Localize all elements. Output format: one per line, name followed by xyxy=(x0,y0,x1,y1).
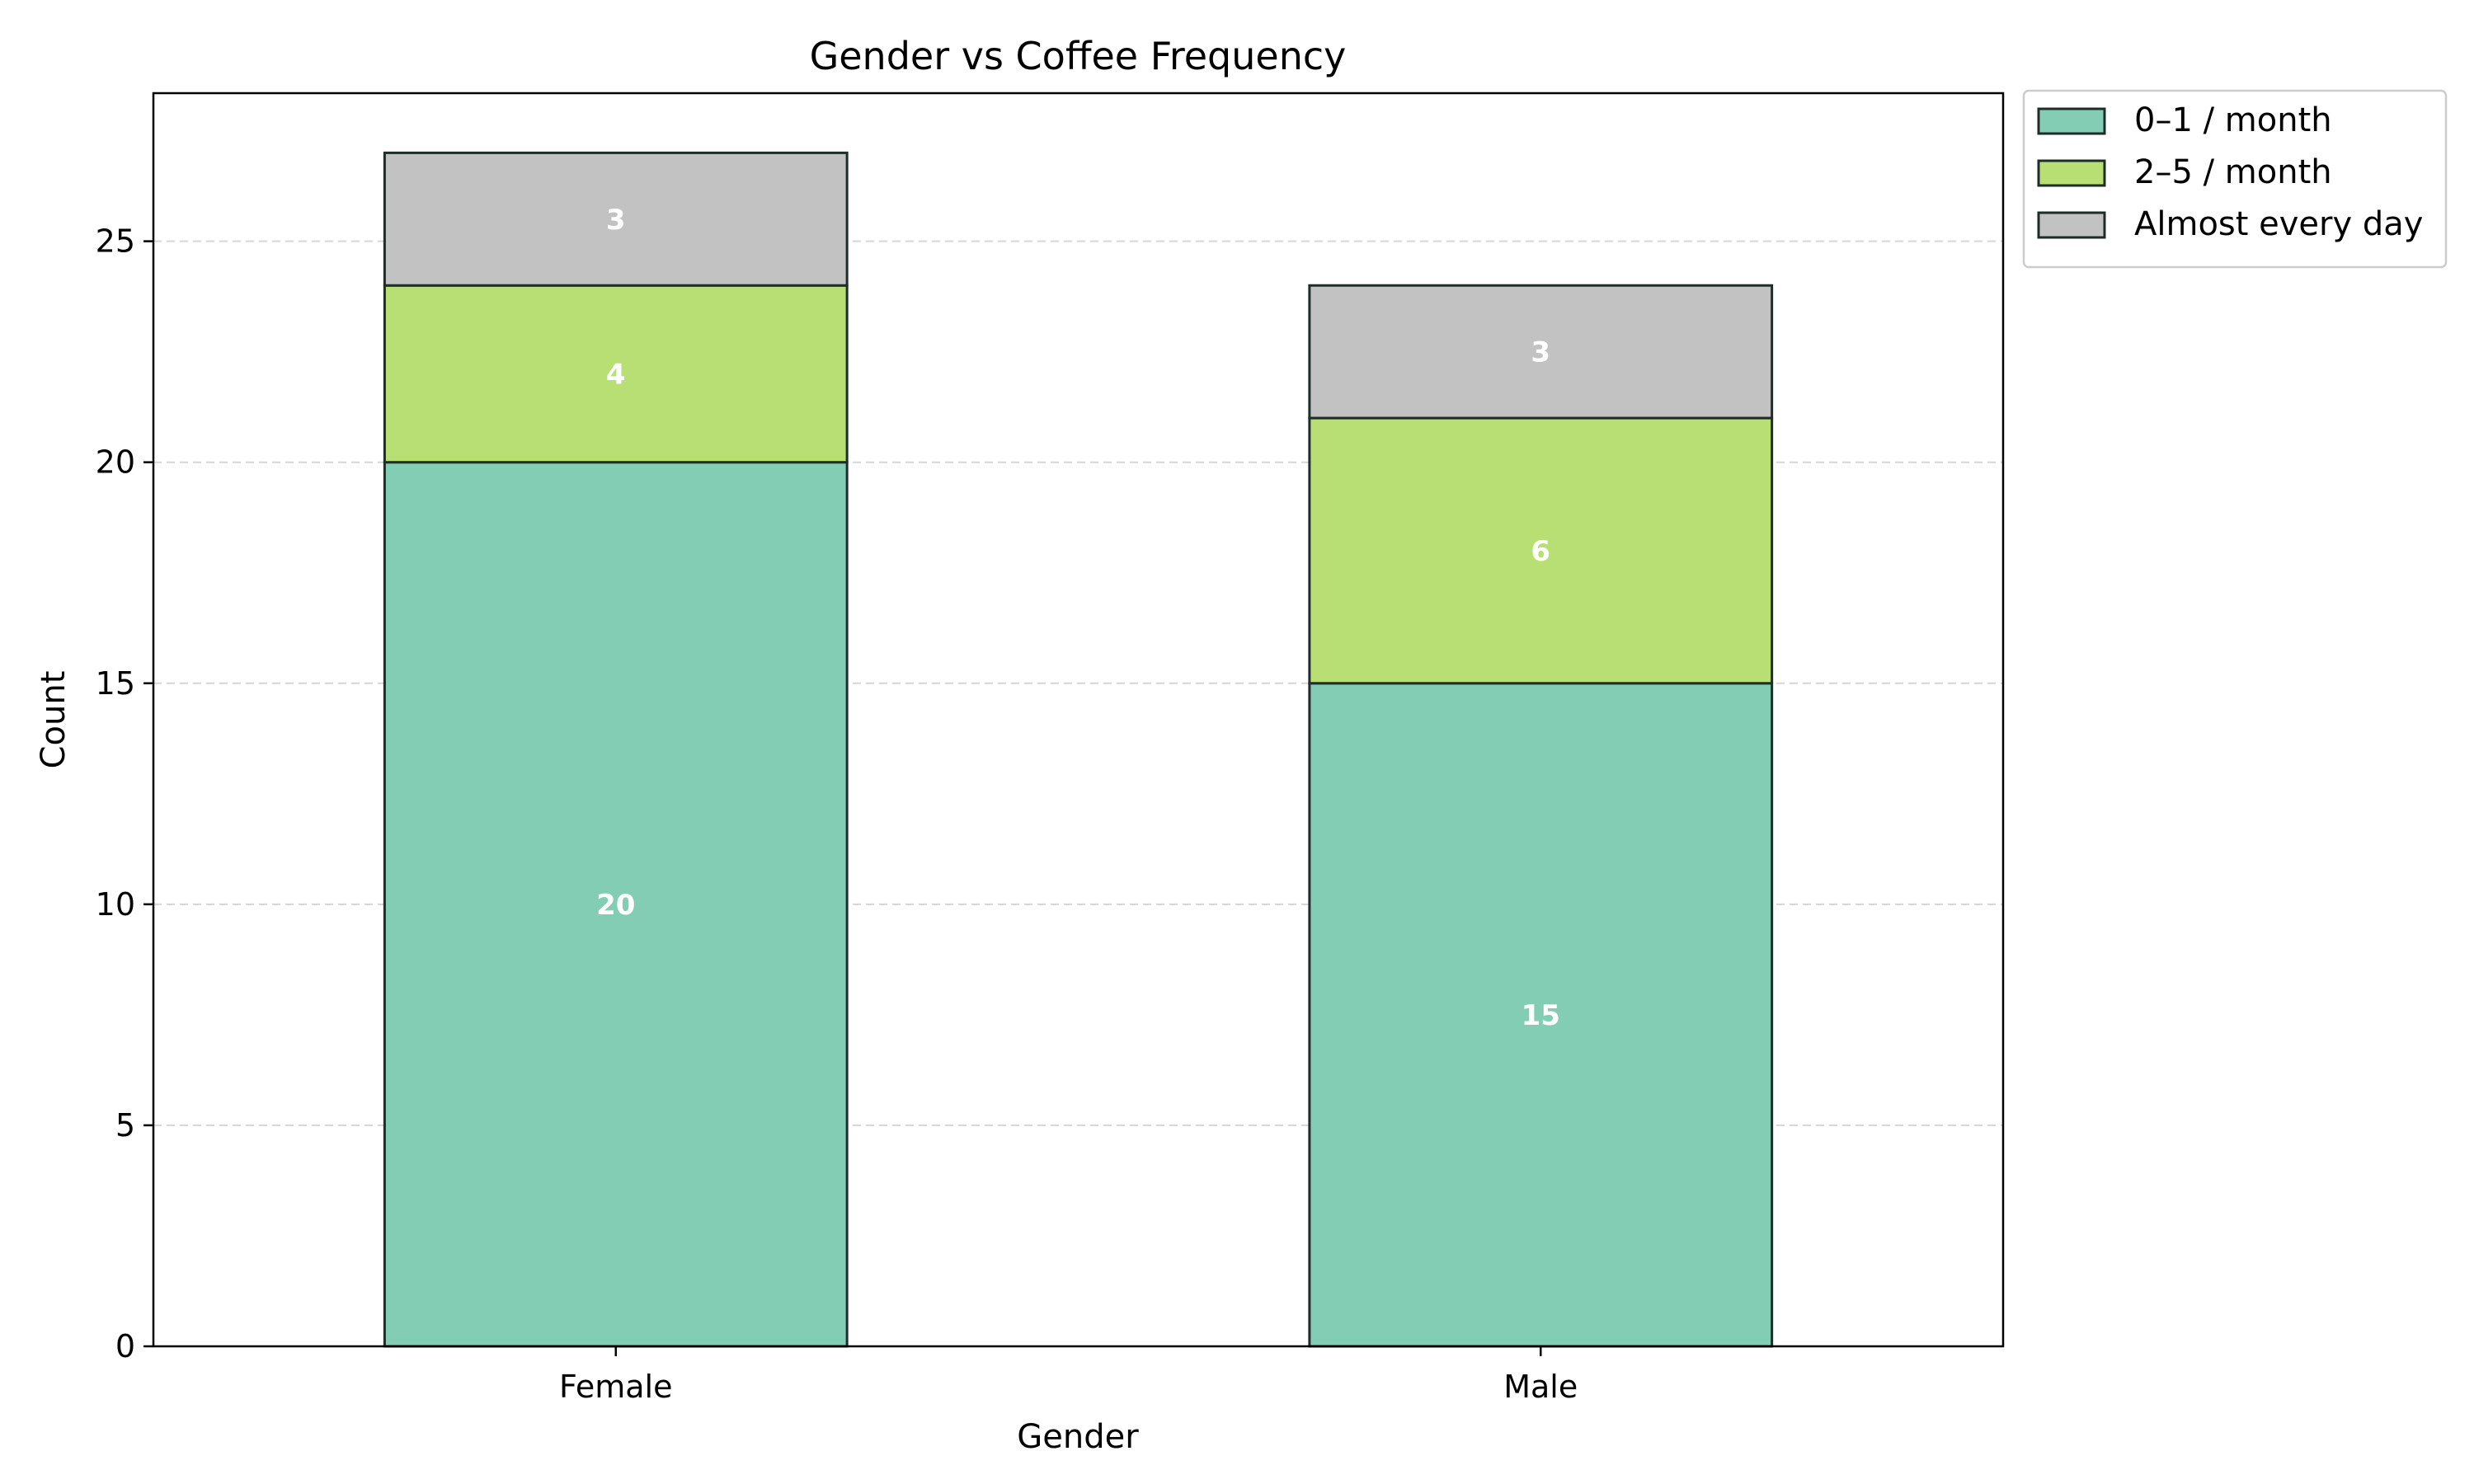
bars xyxy=(383,151,1774,1348)
bar-segment xyxy=(383,284,849,464)
bar-value-label: 4 xyxy=(606,358,626,391)
x-tick-label: Male xyxy=(1503,1369,1578,1405)
plot-frame xyxy=(152,92,2005,1348)
y-tick-label: 0 xyxy=(115,1328,135,1364)
bar-value-label: 6 xyxy=(1531,535,1550,568)
bar-value-labels: 20 4 3 15 6 3 xyxy=(596,204,1560,1032)
bar-segment xyxy=(1308,682,1774,1348)
x-tick-label: Female xyxy=(559,1369,672,1405)
y-axis-label: Count xyxy=(35,671,73,769)
legend-swatch xyxy=(2037,159,2106,187)
legend-label: 0–1 / month xyxy=(2134,101,2332,139)
y-tick-label: 25 xyxy=(96,223,135,260)
legend-label: 2–5 / month xyxy=(2134,153,2332,191)
legend-swatch xyxy=(2037,211,2106,239)
bar-segment xyxy=(1308,284,1774,420)
bar-value-label: 3 xyxy=(1531,336,1550,369)
legend-frame xyxy=(2022,89,2448,269)
bar-value-label: 15 xyxy=(1522,999,1560,1032)
y-axis: 0 5 10 15 20 25 xyxy=(96,223,153,1364)
legend-label: Almost every day xyxy=(2134,205,2423,243)
x-axis-label: Gender xyxy=(1017,1418,1139,1456)
x-axis: Female Male xyxy=(559,1346,1578,1405)
y-tick-label: 10 xyxy=(96,886,135,923)
legend-swatch xyxy=(2037,107,2106,135)
y-tick-label: 20 xyxy=(96,444,135,481)
legend: 0–1 / month 2–5 / month Almost every day xyxy=(2022,89,2448,269)
y-tick-label: 15 xyxy=(96,665,135,702)
bar-segment xyxy=(383,461,849,1348)
y-tick-label: 5 xyxy=(115,1107,135,1144)
bar-segment xyxy=(383,151,849,287)
bar-value-label: 3 xyxy=(606,204,626,237)
bar-value-label: 20 xyxy=(596,889,635,922)
chart-title: Gender vs Coffee Frequency xyxy=(810,34,1347,78)
